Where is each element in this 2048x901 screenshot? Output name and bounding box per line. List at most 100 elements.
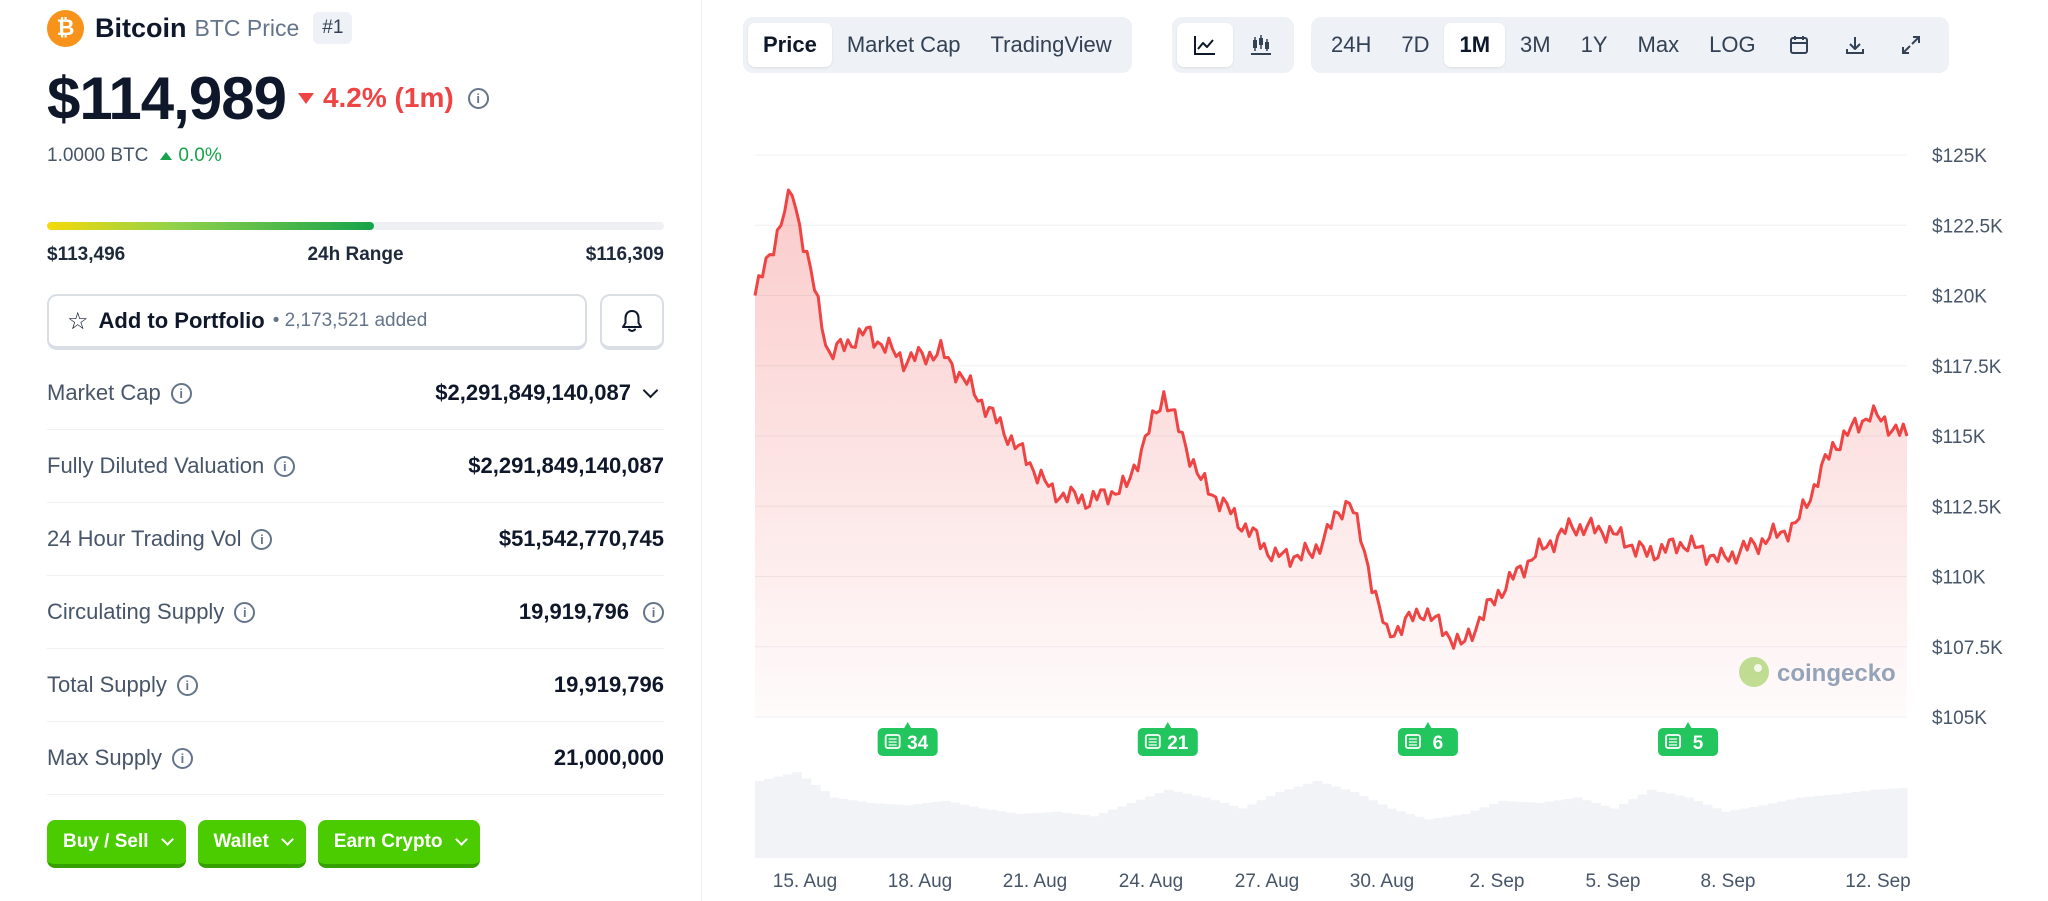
range-3m[interactable]: 3M <box>1520 32 1551 57</box>
volume-bar <box>1340 789 1351 858</box>
y-tick-label: $107.5K <box>1932 638 2003 659</box>
volume-bar <box>1581 800 1592 858</box>
line-chart-icon <box>1194 36 1215 55</box>
volume-bar <box>1163 789 1174 858</box>
range-bar <box>47 222 664 230</box>
y-tick-label: $112.5K <box>1932 497 2002 518</box>
volume-bar <box>857 801 867 858</box>
volume-bar <box>1721 811 1731 858</box>
info-icon[interactable]: i <box>234 601 256 623</box>
stat-label: Fully Diluted Valuation <box>47 453 265 478</box>
news-count: 34 <box>907 733 929 754</box>
stat-row-fdv: Fully Diluted Valuation i $2,291,849,140,… <box>47 430 664 503</box>
volume-bar <box>1498 800 1509 858</box>
range-1y[interactable]: 1Y <box>1580 32 1608 57</box>
info-icon[interactable]: i <box>171 747 193 769</box>
coin-subtitle: BTC Price <box>194 14 300 41</box>
line-chart-button[interactable] <box>1177 23 1233 67</box>
coingecko-watermark: coingecko <box>1739 657 1896 687</box>
calendar-button[interactable] <box>1771 23 1827 67</box>
volume-bar <box>1749 806 1759 858</box>
volume-bar <box>1173 791 1183 858</box>
y-tick-label: $105K <box>1932 708 1987 729</box>
volume-bar <box>1386 808 1397 858</box>
price-change-value: 4.2% (1m) <box>322 82 454 113</box>
star-icon: ☆ <box>67 307 89 335</box>
info-icon[interactable]: i <box>170 382 192 404</box>
price-alert-button[interactable] <box>600 294 664 350</box>
news-marker[interactable]: 21 <box>1137 722 1198 756</box>
volume-bar <box>1461 814 1471 858</box>
volume-bar <box>1033 812 1044 858</box>
volume-bar <box>940 800 951 858</box>
volume-bar <box>1089 816 1100 858</box>
volume-bar <box>1247 804 1258 858</box>
range-label: 24h Range <box>307 244 404 265</box>
volume-bar <box>977 808 988 858</box>
range-7d[interactable]: 7D <box>1401 32 1430 57</box>
news-marker[interactable]: 34 <box>877 722 938 756</box>
volume-bar <box>1646 789 1657 858</box>
range-24h[interactable]: 24H <box>1331 32 1372 57</box>
volume-bar <box>1043 812 1053 858</box>
volume-bar <box>782 774 793 858</box>
volume-bar <box>1684 797 1694 858</box>
newspaper-icon <box>1405 734 1421 749</box>
volume-bar <box>1665 793 1676 858</box>
stat-value: $51,542,770,745 <box>498 526 664 551</box>
btc-price-row: 1.0000 BTC 0.0% <box>47 145 222 167</box>
wallet-button[interactable]: Wallet <box>197 820 306 868</box>
tab-market-cap[interactable]: Market Cap <box>846 32 961 57</box>
volume-bar <box>1200 797 1211 858</box>
calendar-icon <box>1789 36 1808 54</box>
info-icon[interactable]: i <box>467 87 489 109</box>
volume-bar <box>1070 814 1081 858</box>
volume-bar <box>1265 796 1276 858</box>
news-marker[interactable]: 5 <box>1658 722 1719 756</box>
stat-row-market-cap[interactable]: Market Cap i $2,291,849,140,087 <box>47 357 664 430</box>
range-max[interactable]: Max <box>1637 32 1680 57</box>
fullscreen-button[interactable] <box>1883 23 1939 67</box>
price-chart[interactable]: 34 21 6 5 $125K $122.5K $120K $117.5K $115K $112… <box>702 0 2048 901</box>
stat-label: Circulating Supply <box>47 599 225 624</box>
candlestick-button[interactable] <box>1233 23 1289 67</box>
chevron-down-icon[interactable] <box>642 382 659 398</box>
info-icon[interactable]: i <box>274 455 296 477</box>
stat-label: Max Supply <box>47 745 162 770</box>
expand-icon <box>1901 36 1920 54</box>
volume-bar <box>1098 812 1109 858</box>
x-tick-label: 8. Sep <box>1701 871 1756 892</box>
coingecko-watermark-text: coingecko <box>1777 660 1896 687</box>
buy-sell-button[interactable]: Buy / Sell <box>47 820 186 868</box>
log-scale-toggle[interactable]: LOG <box>1709 32 1756 57</box>
range-1m[interactable]: 1M <box>1444 23 1506 67</box>
stat-label: 24 Hour Trading Vol <box>47 526 242 551</box>
news-marker[interactable]: 6 <box>1397 722 1458 756</box>
volume-bar <box>847 800 858 858</box>
newspaper-icon <box>1144 734 1161 749</box>
volume-bar <box>1312 781 1323 858</box>
volume-bar <box>838 798 849 858</box>
tab-price[interactable]: Price <box>748 23 832 67</box>
info-icon[interactable]: i <box>251 528 273 550</box>
earn-crypto-button[interactable]: Earn Crypto <box>317 820 480 868</box>
stat-label: Total Supply <box>47 672 167 697</box>
volume-bar <box>1433 818 1443 858</box>
stat-value: $2,291,849,140,087 <box>468 453 664 478</box>
news-count: 6 <box>1433 733 1444 754</box>
x-tick-label: 27. Aug <box>1235 871 1299 892</box>
volume-bar <box>829 797 840 858</box>
volume-bar <box>1860 790 1871 858</box>
volume-bar <box>1238 808 1248 858</box>
volume-bar <box>792 772 802 858</box>
volume-bar <box>1758 805 1769 858</box>
volume-bar <box>1804 796 1815 858</box>
add-to-portfolio-button[interactable]: ☆ Add to Portfolio • 2,173,521 added <box>47 294 587 350</box>
info-icon[interactable]: i <box>176 674 198 696</box>
range-labels: $113,496 24h Range $116,309 <box>47 244 664 266</box>
volume-bar <box>1135 799 1146 858</box>
volume-bar <box>1823 795 1834 858</box>
info-icon[interactable]: i <box>643 601 664 623</box>
tab-tradingview[interactable]: TradingView <box>990 32 1112 57</box>
download-button[interactable] <box>1827 23 1883 67</box>
